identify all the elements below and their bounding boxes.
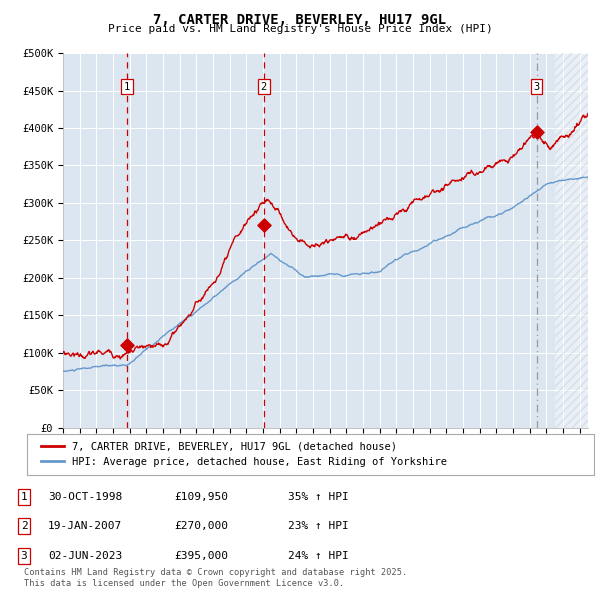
Point — [532, 127, 541, 136]
Text: £395,000: £395,000 — [174, 551, 228, 560]
Text: 35% ↑ HPI: 35% ↑ HPI — [288, 492, 349, 502]
Text: £270,000: £270,000 — [174, 522, 228, 531]
Text: 24% ↑ HPI: 24% ↑ HPI — [288, 551, 349, 560]
Text: Contains HM Land Registry data © Crown copyright and database right 2025.
This d: Contains HM Land Registry data © Crown c… — [24, 568, 407, 588]
Text: 2: 2 — [20, 522, 28, 531]
Point — [122, 340, 131, 350]
Legend: 7, CARTER DRIVE, BEVERLEY, HU17 9GL (detached house), HPI: Average price, detach: 7, CARTER DRIVE, BEVERLEY, HU17 9GL (det… — [38, 438, 451, 470]
Point — [259, 221, 269, 230]
Text: 1: 1 — [20, 492, 28, 502]
Text: 30-OCT-1998: 30-OCT-1998 — [48, 492, 122, 502]
Text: Price paid vs. HM Land Registry's House Price Index (HPI): Price paid vs. HM Land Registry's House … — [107, 24, 493, 34]
Text: 23% ↑ HPI: 23% ↑ HPI — [288, 522, 349, 531]
Text: 19-JAN-2007: 19-JAN-2007 — [48, 522, 122, 531]
Text: 02-JUN-2023: 02-JUN-2023 — [48, 551, 122, 560]
Bar — [554, 53, 588, 428]
Text: 3: 3 — [533, 82, 540, 92]
Text: £109,950: £109,950 — [174, 492, 228, 502]
Text: 1: 1 — [124, 82, 130, 92]
Text: 7, CARTER DRIVE, BEVERLEY, HU17 9GL: 7, CARTER DRIVE, BEVERLEY, HU17 9GL — [154, 13, 446, 27]
Text: 2: 2 — [261, 82, 267, 92]
Text: 3: 3 — [20, 551, 28, 560]
